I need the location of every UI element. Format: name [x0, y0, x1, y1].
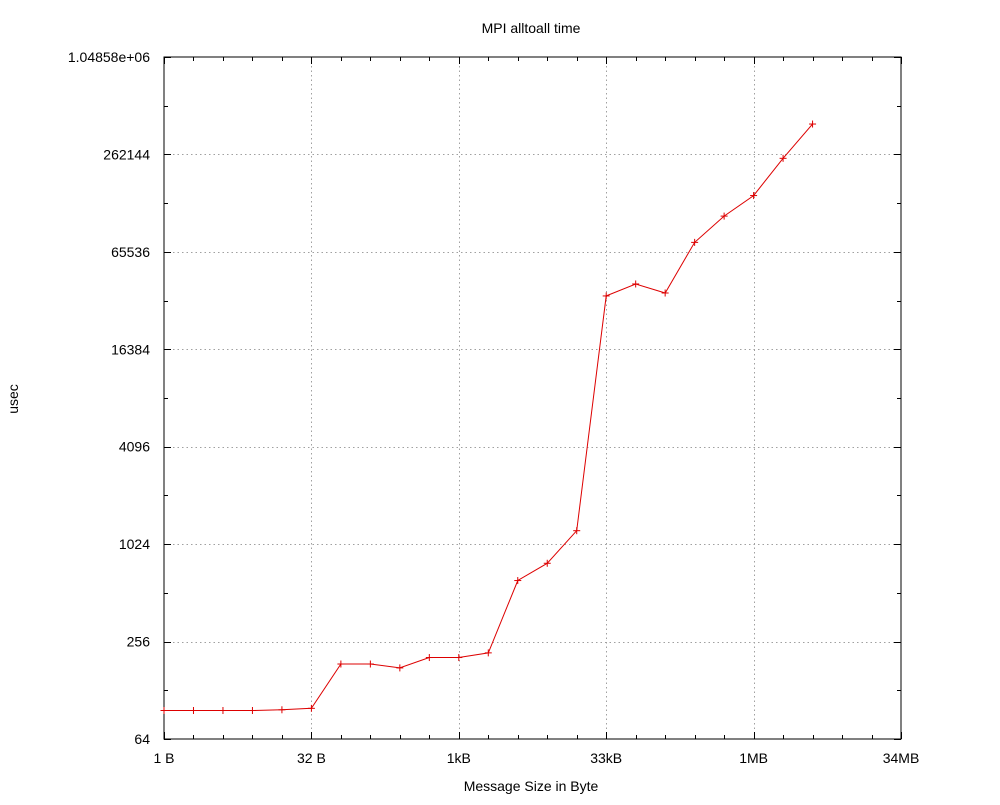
x-tick-label: 33kB [590, 750, 622, 766]
major-ticks [164, 57, 902, 740]
data-point-marker [248, 707, 256, 715]
x-tick-label: 1 B [153, 750, 174, 766]
x-tick-label: 1kB [447, 750, 471, 766]
x-tick-label: 1MB [739, 750, 768, 766]
y-tick-label: 65536 [111, 244, 150, 260]
x-tick-labels: 1 B 32 B 1kB 33kB 1MB 34MB [153, 750, 919, 766]
data-point-marker [396, 664, 404, 672]
plot-area-border [163, 56, 902, 740]
data-point-marker [307, 704, 315, 712]
data-point-marker [661, 289, 669, 297]
grid-lines [164, 57, 901, 739]
data-point-marker [455, 654, 463, 662]
data-point-marker [632, 280, 640, 288]
minor-ticks [164, 57, 901, 739]
x-axis-label: Message Size in Byte [464, 778, 599, 794]
data-point-marker [543, 559, 551, 567]
data-point-marker [750, 192, 758, 200]
y-tick-label: 64 [134, 731, 150, 747]
data-point-marker [219, 707, 227, 715]
data-point-marker [425, 654, 433, 662]
data-point-marker [189, 707, 197, 715]
data-point-marker [602, 292, 610, 300]
data-point-marker [484, 649, 492, 657]
series-layer [160, 120, 817, 715]
y-tick-label: 256 [127, 634, 151, 650]
y-tick-label: 1.04858e+06 [68, 49, 150, 65]
chart-title: MPI alltoall time [482, 20, 581, 36]
data-point-marker [809, 120, 817, 128]
y-tick-label: 262144 [103, 146, 150, 162]
data-point-marker [366, 660, 374, 668]
data-point-marker [160, 707, 168, 715]
y-tick-label: 16384 [111, 341, 150, 357]
data-point-marker [573, 527, 581, 535]
data-point-marker [514, 577, 522, 585]
y-tick-labels: 64 256 1024 4096 16384 65536 262144 1.04858e+06 [68, 49, 150, 747]
x-tick-label: 34MB [883, 750, 920, 766]
data-point-marker [779, 154, 787, 162]
y-tick-label: 4096 [119, 439, 150, 455]
data-point-marker [337, 660, 345, 668]
x-tick-label: 32 B [297, 750, 326, 766]
y-tick-label: 1024 [119, 536, 150, 552]
data-point-marker [691, 238, 699, 246]
series-line [164, 123, 813, 711]
y-axis-label: usec [5, 384, 21, 414]
data-point-marker [720, 212, 728, 220]
data-point-marker [278, 706, 286, 714]
